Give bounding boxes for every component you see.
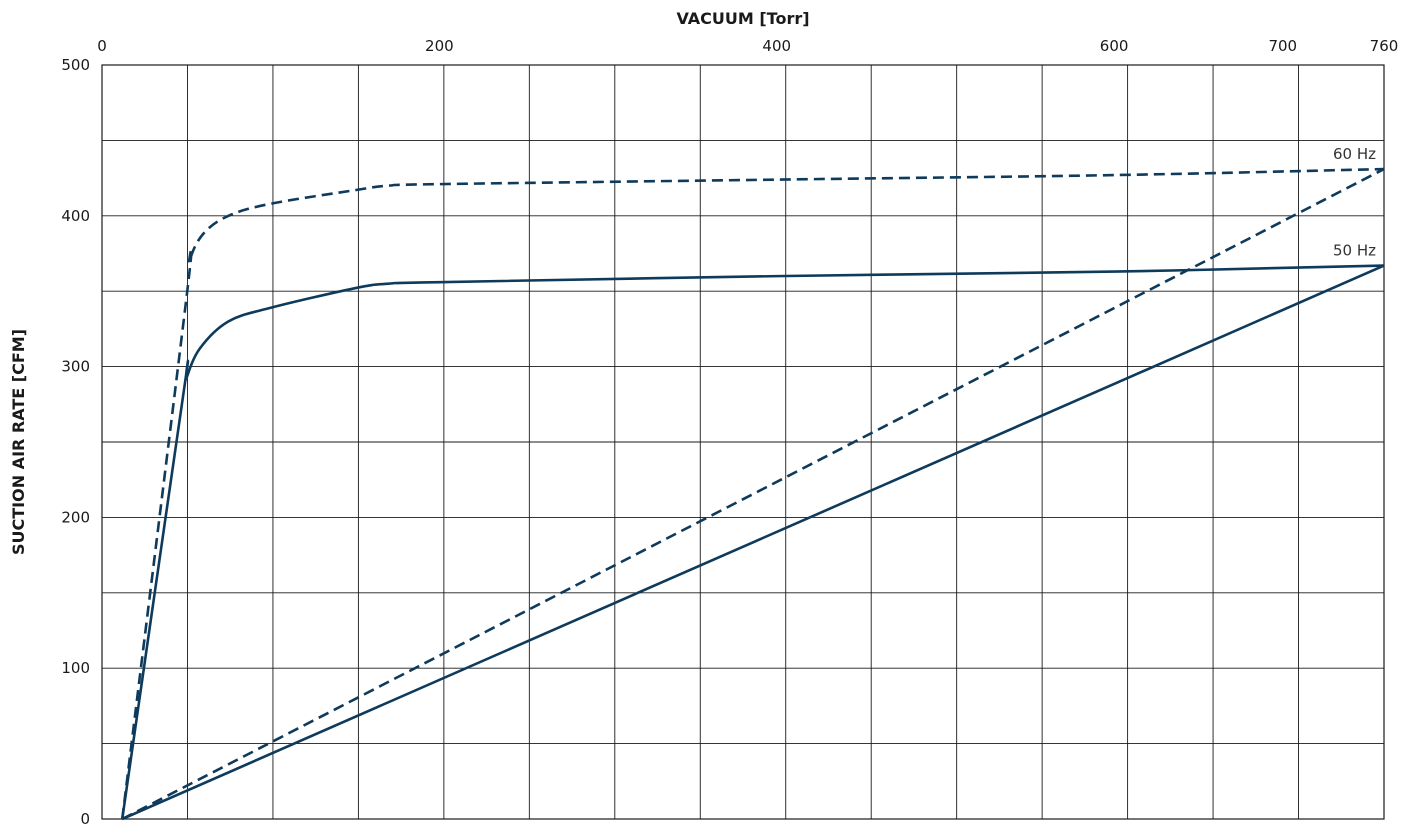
series-label: 60 Hz (1333, 145, 1376, 163)
series-line-0 (120, 167, 1385, 820)
y-tick-label: 500 (61, 56, 90, 74)
x-tick-label: 0 (97, 37, 107, 55)
plot-frame (101, 64, 1385, 820)
series-labels: 60 Hz 50 Hz (1333, 145, 1376, 260)
y-axis-title: SUCTION AIR RATE [CFM] (9, 329, 28, 555)
y-ticks: 0 100 200 300 400 500 (61, 56, 90, 824)
y-tick-label: 300 (61, 358, 90, 376)
x-tick-label: 700 (1268, 37, 1297, 55)
x-ticks: 0 200 400 600 700 760 (97, 37, 1398, 55)
series-line-1 (120, 264, 1385, 820)
x-tick-label: 760 (1370, 37, 1399, 55)
grid (102, 65, 1384, 819)
y-tick-label: 100 (61, 659, 90, 677)
series-lines (120, 167, 1385, 821)
y-tick-label: 0 (80, 810, 90, 824)
series-line-3 (121, 264, 1385, 821)
x-tick-label: 200 (425, 37, 454, 55)
y-tick-label: 400 (61, 207, 90, 225)
y-tick-label: 200 (61, 508, 90, 526)
x-tick-label: 400 (762, 37, 791, 55)
series-label: 50 Hz (1333, 242, 1376, 260)
x-axis-title: VACUUM [Torr] (676, 9, 809, 28)
x-tick-label: 600 (1100, 37, 1129, 55)
series-line-2 (121, 167, 1385, 821)
